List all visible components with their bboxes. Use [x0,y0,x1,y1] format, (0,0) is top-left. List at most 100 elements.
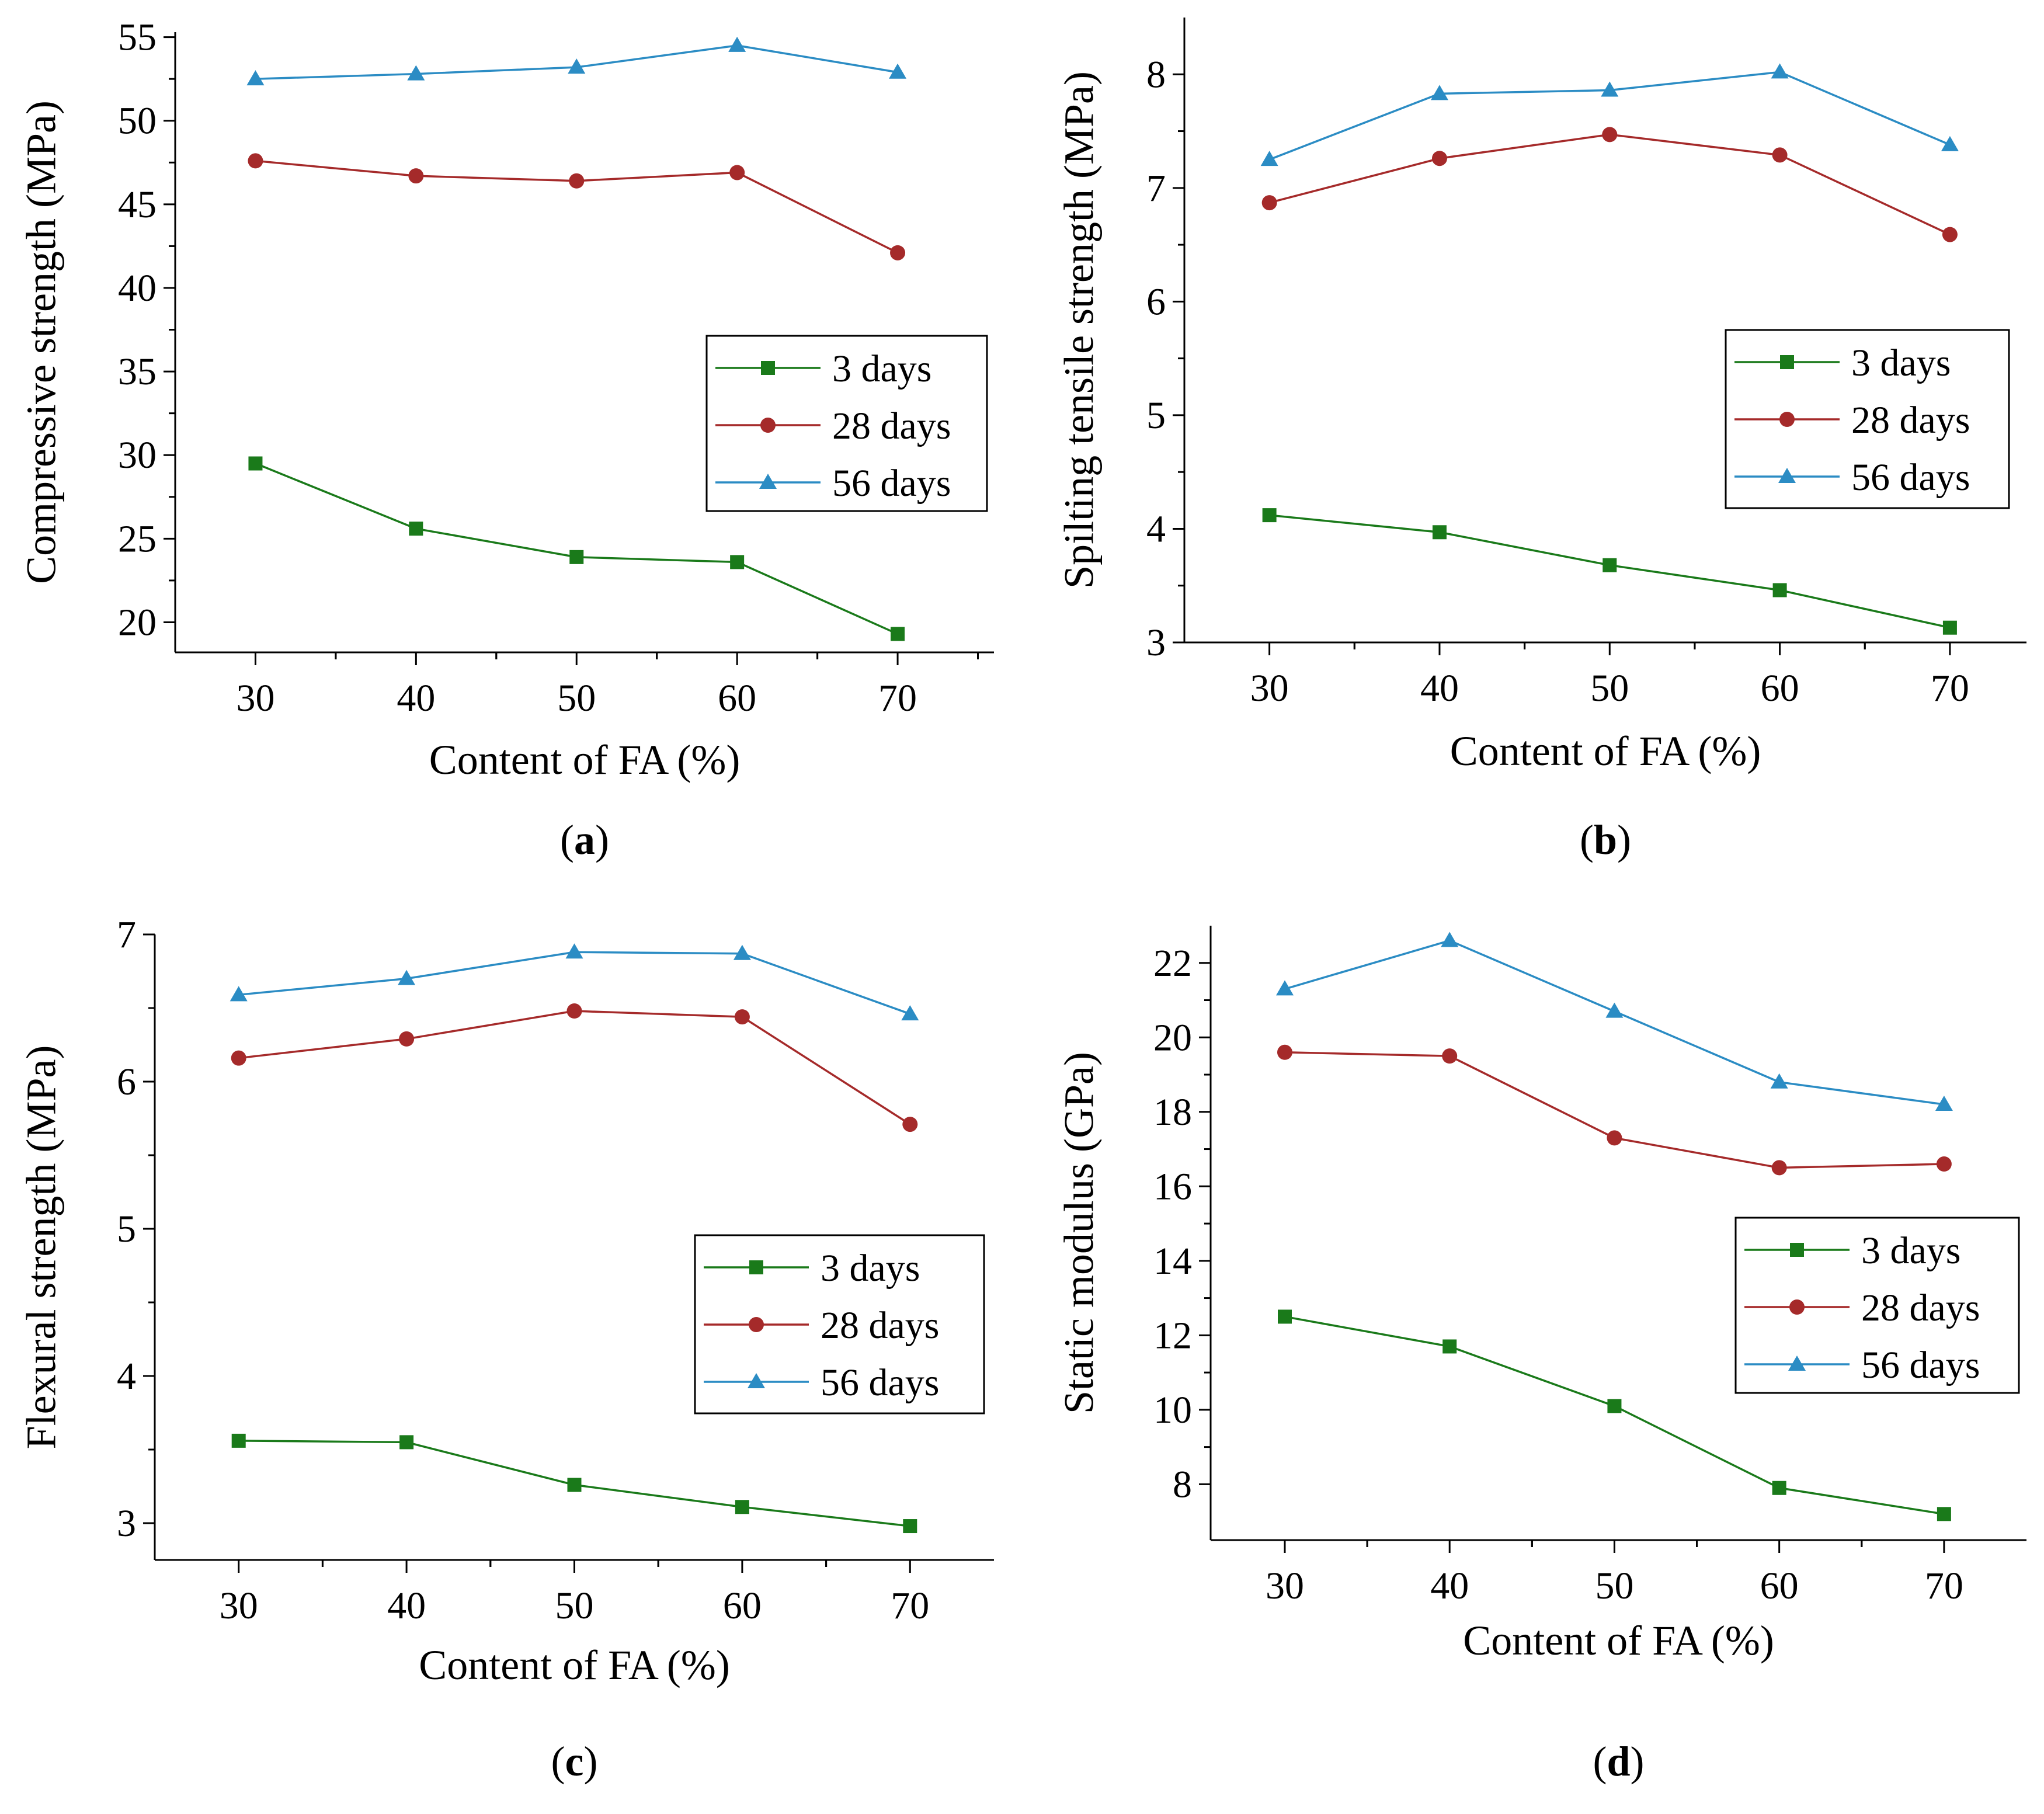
legend-entry: 3 days [821,1247,920,1290]
data-point [1442,1048,1458,1064]
x-tick-label: 50 [1595,1565,1633,1607]
data-point [408,168,424,184]
legend-entry: 28 days [1861,1287,1980,1329]
legend: 3 days 28 days 56 days [1725,329,2010,509]
legend-swatch-marker [1789,1299,1805,1315]
y-tick-label: 18 [1153,1091,1192,1134]
data-point [1771,1160,1787,1176]
data-point [729,165,745,180]
legend: 3 days 28 days 56 days [1734,1217,2020,1394]
x-tick-label: 30 [1250,667,1289,710]
y-tick-label: 25 [118,517,157,560]
data-point [569,173,585,189]
x-tick-label: 60 [1760,1565,1799,1607]
data-point [1277,1044,1292,1060]
series-line [1269,133,1951,236]
chart-panel-a: 20 25 30 35 40 45 50 55 30 40 50 60 70 Content of FA … [18,16,994,863]
chart-panel-d: 8 10 12 14 16 18 20 22 30 40 50 60 70 Content of FA (… [1056,926,2026,1785]
data-point [409,522,423,536]
chart-panel-b: 3 4 5 6 7 8 30 40 50 60 70 Content of FA (%) Spiltin… [1056,18,2026,863]
y-tick-label: 8 [1173,1463,1192,1506]
legend-entry: 56 days [832,462,951,505]
legend-swatch-marker [749,1317,764,1332]
x-tick-label: 70 [1925,1565,1963,1607]
y-tick-label: 3 [117,1502,136,1545]
x-tick-label: 30 [236,677,274,720]
data-point [1602,127,1618,143]
data-point [1262,508,1277,523]
data-point [1442,1339,1457,1354]
y-tick-label: 55 [118,16,157,59]
series-28-days [248,153,906,260]
data-point [1942,227,1958,242]
panel-caption-close: ) [1631,1738,1645,1785]
y-tick-label: 50 [118,100,157,143]
y-tick-label: 40 [118,267,157,310]
data-point [734,1009,750,1025]
data-point [1771,63,1789,79]
legend-swatch-marker [749,1260,763,1274]
legend-swatch-marker [760,418,776,433]
y-tick-label: 4 [117,1355,136,1398]
series-56-days [1260,63,1959,166]
legend-swatch-marker [1778,468,1796,483]
x-tick-label: 40 [387,1584,426,1627]
legend-swatch-marker [759,474,777,489]
legend-swatch-marker [761,361,775,375]
series-28-days [1261,127,1958,242]
data-point [1430,85,1448,100]
data-point [1770,1073,1788,1089]
x-tick-label: 70 [1931,667,1969,710]
legend-entry: 56 days [1851,456,1970,499]
data-point [903,1519,917,1534]
y-tick-label: 12 [1153,1314,1192,1357]
panel-caption-open: ( [1593,1738,1607,1785]
data-point [398,969,416,985]
x-tick-label: 70 [878,677,917,720]
panel-caption-open: ( [551,1738,565,1785]
legend-swatch-marker [748,1373,765,1388]
series-56-days [246,36,907,86]
data-point [568,58,586,74]
data-point [891,627,905,641]
y-tick-label: 7 [117,913,136,956]
panel-caption-close: ) [595,816,609,863]
x-tick-label: 60 [718,677,756,720]
x-tick-label: 50 [557,677,596,720]
y-tick-label: 16 [1153,1165,1192,1208]
legend-swatch-marker [1780,355,1794,369]
data-point [901,1005,919,1021]
legend-entry: 3 days [1861,1229,1960,1272]
legend-swatch-marker [1790,1243,1804,1257]
x-axis-title: Content of FA (%) [1450,728,1761,774]
panel-caption-open: ( [560,816,574,863]
series-line [238,1010,911,1125]
data-point [889,63,907,79]
data-point [902,1117,918,1132]
x-tick-label: 50 [1590,667,1629,710]
series-28-days [1277,1044,1952,1176]
x-tick-label: 50 [555,1584,594,1627]
legend: 3 days 28 days 56 days [694,1234,985,1415]
series-3-days [1278,1309,1951,1521]
y-tick-label: 7 [1146,167,1166,210]
data-point [1936,1156,1952,1172]
data-point [1432,525,1447,540]
series-line [1284,939,1945,1106]
data-point [1278,1309,1292,1324]
data-point [407,65,425,81]
x-tick-label: 30 [220,1584,258,1627]
y-tick-label: 30 [118,434,157,477]
data-point [1276,980,1294,996]
data-point [1602,558,1617,572]
data-point [230,986,248,1002]
panel-caption-d: (d) [1593,1738,1644,1785]
panel-caption-close: ) [1617,816,1631,863]
data-point [730,555,745,569]
series-3-days [248,456,905,641]
series-56-days [230,943,919,1021]
data-point [231,1433,246,1448]
y-axis-title: Compressive strength (MPa) [18,100,65,584]
data-point [231,1050,246,1066]
